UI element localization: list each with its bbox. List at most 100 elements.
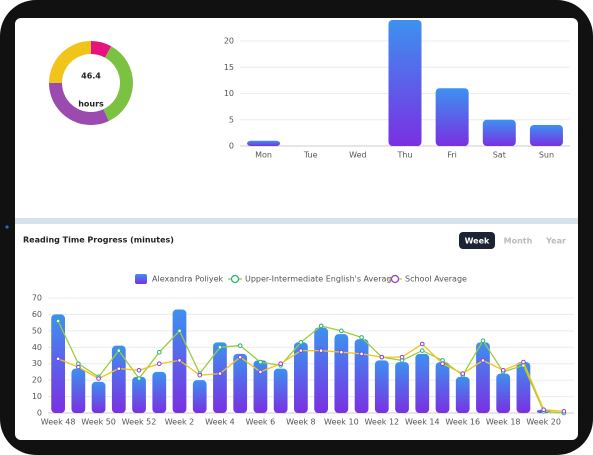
x-tick-label: Mon <box>255 151 272 160</box>
legend-swatch <box>135 274 147 284</box>
bar <box>496 373 511 413</box>
section-title: Reading Time Progress (minutes) <box>23 236 174 245</box>
x-tick-label: Week 50 <box>81 418 116 427</box>
line-marker <box>419 348 425 353</box>
line-marker <box>76 364 81 370</box>
bar <box>395 362 409 413</box>
bar <box>374 360 389 413</box>
line-marker <box>217 371 223 376</box>
y-tick-label: 10 <box>32 392 42 401</box>
y-tick-label: 0 <box>37 409 42 418</box>
x-tick-label: Week 8 <box>286 418 316 427</box>
line-marker <box>237 354 243 360</box>
y-tick-label: 0 <box>229 142 234 151</box>
legend-label: Upper-Intermediate English's Average <box>245 275 396 284</box>
line-marker <box>156 349 162 355</box>
x-tick-label: Sun <box>539 151 554 160</box>
bar <box>415 353 430 413</box>
line-marker <box>500 367 506 373</box>
line-marker <box>298 348 304 353</box>
bar <box>388 20 422 146</box>
bar <box>294 342 308 413</box>
donut-slice <box>49 83 109 125</box>
line-marker <box>116 366 122 371</box>
bar <box>516 362 531 413</box>
bar <box>476 342 490 413</box>
line-marker <box>339 349 344 355</box>
legend-marker <box>390 274 400 284</box>
bar <box>71 368 86 413</box>
bar <box>482 119 516 146</box>
bar <box>213 342 227 413</box>
x-tick-label: Wed <box>349 151 366 160</box>
line-marker <box>541 407 546 413</box>
center-value: 46.4 <box>81 72 101 81</box>
line-marker <box>237 343 243 348</box>
bar <box>192 380 207 413</box>
line-marker <box>561 409 567 414</box>
series-line <box>57 320 564 414</box>
tab[interactable]: Month <box>504 237 533 246</box>
line-marker <box>521 359 526 365</box>
line-marker <box>55 318 61 324</box>
x-tick-label: Week 18 <box>486 418 521 427</box>
x-tick-label: Week 52 <box>122 418 157 427</box>
y-tick-label: 10 <box>224 89 234 98</box>
x-tick-label: Week 14 <box>405 418 440 427</box>
y-tick-label: 5 <box>229 115 234 124</box>
line-marker <box>318 323 324 329</box>
line-marker <box>298 340 304 345</box>
tab[interactable]: Week <box>465 237 490 246</box>
y-tick-label: 40 <box>32 343 42 352</box>
line-marker <box>136 367 142 373</box>
x-tick-label: Week 16 <box>445 418 480 427</box>
x-tick-label: Sat <box>493 151 506 160</box>
bar <box>152 371 167 413</box>
divider <box>15 218 578 224</box>
y-tick-label: 20 <box>32 376 42 385</box>
legend-label: Alexandra Poliyek <box>152 275 224 284</box>
series-line <box>57 343 564 413</box>
x-tick-label: Week 20 <box>526 418 561 427</box>
x-tick-label: Week 6 <box>246 418 276 427</box>
bar <box>314 327 328 413</box>
bar <box>51 314 65 413</box>
bar <box>529 125 563 146</box>
x-tick-label: Week 4 <box>205 418 235 427</box>
line-marker <box>177 328 182 334</box>
bar <box>111 345 126 413</box>
x-tick-label: Week 12 <box>364 418 399 427</box>
line-marker <box>460 371 466 376</box>
bar <box>354 339 369 413</box>
line-marker <box>339 328 344 334</box>
tab[interactable]: Year <box>545 237 566 246</box>
line-marker <box>136 376 142 381</box>
y-tick-label: 60 <box>32 310 42 319</box>
line-marker <box>116 348 122 353</box>
line-marker <box>399 354 405 360</box>
line-marker <box>359 351 364 357</box>
center-unit: hours <box>78 100 104 109</box>
x-tick-label: Week 2 <box>165 418 195 427</box>
line-marker <box>55 356 61 362</box>
y-tick-label: 30 <box>32 359 42 368</box>
bar <box>435 362 450 413</box>
line-marker <box>359 335 364 340</box>
line-marker <box>96 376 101 381</box>
legend-label: School Average <box>405 275 467 284</box>
bar <box>435 88 469 146</box>
x-tick-label: Fri <box>447 151 457 160</box>
line-marker <box>440 361 445 367</box>
line-marker <box>258 359 263 365</box>
line-marker <box>480 358 486 363</box>
line-marker <box>197 372 203 378</box>
line-marker <box>480 338 486 344</box>
x-tick-label: Week 10 <box>324 418 359 427</box>
camera <box>5 225 9 229</box>
line-marker <box>318 348 324 353</box>
legend-marker <box>230 274 240 284</box>
line-marker <box>156 361 162 367</box>
x-tick-label: Thu <box>396 151 412 160</box>
